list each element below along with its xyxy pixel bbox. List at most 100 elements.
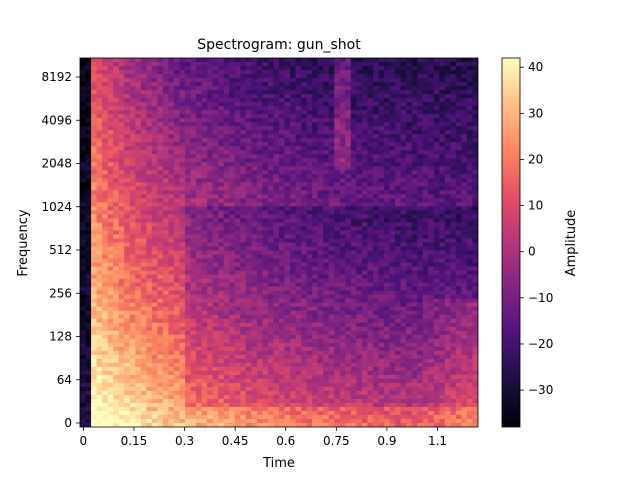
heatmap-cell bbox=[85, 230, 92, 236]
heatmap-cell bbox=[245, 98, 252, 103]
heatmap-cell bbox=[151, 194, 158, 199]
heatmap-cell bbox=[251, 154, 258, 159]
heatmap-cell bbox=[96, 374, 103, 380]
heatmap-cell bbox=[284, 90, 291, 95]
heatmap-cell bbox=[124, 302, 131, 308]
heatmap-cell bbox=[162, 154, 170, 159]
heatmap-cell bbox=[85, 322, 92, 328]
heatmap-cell bbox=[306, 286, 313, 292]
heatmap-cell bbox=[173, 298, 181, 304]
heatmap-cell bbox=[317, 190, 324, 195]
heatmap-cell bbox=[240, 230, 247, 236]
heatmap-cell bbox=[80, 322, 87, 328]
heatmap-cell bbox=[284, 334, 291, 340]
heatmap-cell bbox=[107, 310, 114, 316]
heatmap-cell bbox=[151, 102, 158, 107]
heatmap-cell bbox=[372, 414, 380, 420]
heatmap-cell bbox=[107, 130, 114, 135]
heatmap-cell bbox=[367, 330, 374, 336]
heatmap-cell bbox=[102, 286, 109, 292]
heatmap-cell bbox=[273, 154, 280, 159]
heatmap-cell bbox=[345, 290, 352, 296]
heatmap-cell bbox=[196, 398, 203, 404]
heatmap-cell bbox=[317, 290, 324, 296]
heatmap-cell bbox=[240, 382, 247, 388]
heatmap-cell bbox=[102, 142, 109, 147]
heatmap-cell bbox=[146, 150, 153, 155]
heatmap-cell bbox=[162, 118, 170, 123]
heatmap-cell bbox=[118, 278, 125, 284]
heatmap-cell bbox=[85, 142, 92, 147]
heatmap-cell bbox=[218, 274, 225, 280]
heatmap-cell bbox=[124, 58, 131, 63]
heatmap-cell bbox=[350, 166, 357, 171]
heatmap-cell bbox=[356, 394, 363, 400]
heatmap-cell bbox=[334, 406, 341, 412]
heatmap-cell bbox=[323, 338, 330, 344]
heatmap-cell bbox=[201, 210, 208, 216]
heatmap-cell bbox=[284, 226, 291, 232]
heatmap-cell bbox=[256, 270, 264, 276]
heatmap-cell bbox=[273, 110, 280, 115]
heatmap-cell bbox=[328, 254, 335, 260]
heatmap-cell bbox=[317, 374, 324, 380]
heatmap-cell bbox=[80, 410, 87, 416]
heatmap-cell bbox=[85, 214, 92, 220]
heatmap-cell bbox=[96, 146, 103, 151]
heatmap-cell bbox=[229, 378, 236, 384]
heatmap-cell bbox=[223, 246, 230, 252]
heatmap-cell bbox=[157, 226, 164, 232]
heatmap-cell bbox=[212, 398, 219, 404]
heatmap-cell bbox=[107, 318, 114, 324]
heatmap-cell bbox=[118, 338, 125, 344]
heatmap-cell bbox=[284, 282, 291, 288]
heatmap-cell bbox=[80, 402, 87, 408]
heatmap-cell bbox=[146, 350, 153, 356]
heatmap-cell bbox=[185, 398, 192, 404]
heatmap-cell bbox=[245, 278, 252, 284]
heatmap-cell bbox=[179, 114, 186, 119]
heatmap-cell bbox=[173, 410, 181, 416]
heatmap-cell bbox=[179, 370, 186, 376]
heatmap-cell bbox=[173, 250, 181, 256]
heatmap-cell bbox=[245, 150, 252, 155]
heatmap-cell bbox=[218, 258, 225, 264]
heatmap-cell bbox=[262, 182, 269, 187]
heatmap-cell bbox=[212, 286, 219, 292]
heatmap-cell bbox=[273, 318, 280, 324]
heatmap-cell bbox=[113, 358, 120, 364]
heatmap-cell bbox=[345, 102, 352, 107]
heatmap-cell bbox=[151, 190, 158, 195]
heatmap-cell bbox=[201, 222, 208, 228]
heatmap-cell bbox=[234, 238, 241, 244]
heatmap-cell bbox=[245, 330, 252, 336]
heatmap-cell bbox=[113, 74, 120, 79]
heatmap-cell bbox=[96, 174, 103, 179]
heatmap-cell bbox=[251, 170, 258, 175]
heatmap-cell bbox=[185, 394, 192, 400]
heatmap-cell bbox=[135, 146, 142, 151]
heatmap-cell bbox=[190, 58, 197, 63]
heatmap-cell bbox=[80, 346, 87, 352]
heatmap-cell bbox=[223, 250, 230, 256]
heatmap-cell bbox=[295, 146, 302, 151]
heatmap-cell bbox=[317, 254, 324, 260]
heatmap-cell bbox=[267, 70, 275, 75]
heatmap-cell bbox=[240, 214, 247, 220]
heatmap-cell bbox=[212, 326, 219, 332]
heatmap-cell bbox=[240, 194, 247, 199]
heatmap-cell bbox=[118, 154, 125, 159]
heatmap-cell bbox=[245, 418, 252, 424]
heatmap-cell bbox=[157, 102, 164, 107]
heatmap-cell bbox=[102, 326, 109, 332]
heatmap-cell bbox=[350, 86, 357, 91]
heatmap-cell bbox=[129, 302, 136, 308]
heatmap-cell bbox=[234, 374, 241, 380]
heatmap-cell bbox=[162, 398, 170, 404]
heatmap-cell bbox=[245, 302, 252, 308]
heatmap-cell bbox=[345, 382, 352, 388]
heatmap-cell bbox=[162, 166, 170, 171]
heatmap-cell bbox=[262, 294, 269, 300]
heatmap-cell bbox=[80, 394, 87, 400]
heatmap-cell bbox=[301, 362, 308, 368]
